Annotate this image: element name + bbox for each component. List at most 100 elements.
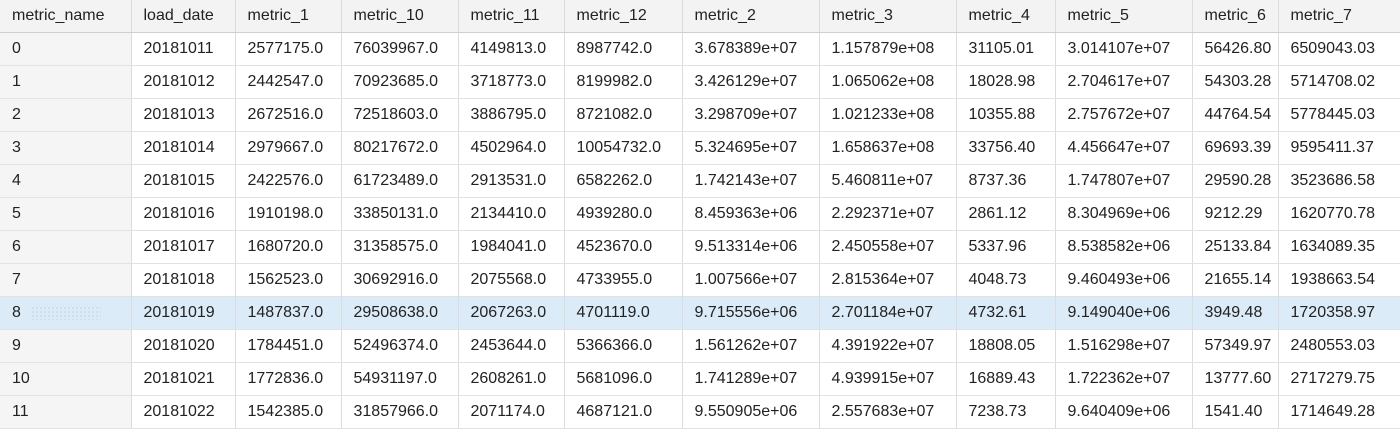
table-cell-metric-10[interactable]: 76039967.0 [341, 32, 459, 66]
table-cell-metric-7[interactable]: 9595411.37 [1278, 131, 1400, 165]
table-cell-metric-11[interactable]: 2608261.0 [458, 362, 565, 396]
table-cell-metric-2[interactable]: 3.426129e+07 [682, 65, 820, 99]
table-cell-metric-6[interactable]: 54303.28 [1192, 65, 1279, 99]
table-cell-metric-10[interactable]: 31857966.0 [341, 395, 459, 429]
table-cell-metric-4[interactable]: 7238.73 [956, 395, 1056, 429]
table-cell-metric-11[interactable]: 2453644.0 [458, 329, 565, 363]
row-index-cell[interactable]: 2 [0, 98, 132, 132]
table-cell-metric-11[interactable]: 1984041.0 [458, 230, 565, 264]
table-cell-metric-1[interactable]: 2979667.0 [235, 131, 342, 165]
table-cell-metric-2[interactable]: 8.459363e+06 [682, 197, 820, 231]
table-cell-metric-6[interactable]: 29590.28 [1192, 164, 1279, 198]
column-header-metric-name[interactable]: metric_name [0, 0, 132, 33]
table-row[interactable]: 1 20181012 2442547.0 70923685.0 3718773.0 819… [0, 65, 1400, 99]
table-cell-metric-5[interactable]: 9.640409e+06 [1055, 395, 1193, 429]
table-cell-metric-7[interactable]: 6509043.03 [1278, 32, 1400, 66]
column-header-metric-7[interactable]: metric_7 [1278, 0, 1400, 33]
table-cell-metric-6[interactable]: 44764.54 [1192, 98, 1279, 132]
table-cell-metric-6[interactable]: 1541.40 [1192, 395, 1279, 429]
table-cell-metric-10[interactable]: 33850131.0 [341, 197, 459, 231]
table-cell-metric-1[interactable]: 2577175.0 [235, 32, 342, 66]
table-cell-load-date[interactable]: 20181011 [131, 32, 236, 66]
table-cell-metric-3[interactable]: 2.450558e+07 [819, 230, 957, 264]
table-cell-metric-10[interactable]: 54931197.0 [341, 362, 459, 396]
table-cell-metric-4[interactable]: 4732.61 [956, 296, 1056, 330]
column-header-metric-1[interactable]: metric_1 [235, 0, 342, 33]
table-cell-metric-12[interactable]: 4701119.0 [564, 296, 683, 330]
table-cell-metric-12[interactable]: 8199982.0 [564, 65, 683, 99]
row-index-cell[interactable]: 1 [0, 65, 132, 99]
table-cell-metric-7[interactable]: 2480553.03 [1278, 329, 1400, 363]
table-cell-load-date[interactable]: 20181013 [131, 98, 236, 132]
table-cell-metric-12[interactable]: 8987742.0 [564, 32, 683, 66]
table-cell-metric-7[interactable]: 1634089.35 [1278, 230, 1400, 264]
row-index-cell[interactable]: 5 [0, 197, 132, 231]
table-cell-metric-5[interactable]: 3.014107e+07 [1055, 32, 1193, 66]
table-cell-metric-2[interactable]: 1.742143e+07 [682, 164, 820, 198]
column-header-metric-10[interactable]: metric_10 [341, 0, 459, 33]
table-cell-metric-12[interactable]: 4523670.0 [564, 230, 683, 264]
table-cell-metric-7[interactable]: 5714708.02 [1278, 65, 1400, 99]
row-index-cell[interactable]: 4 [0, 164, 132, 198]
column-header-metric-5[interactable]: metric_5 [1055, 0, 1193, 33]
table-cell-metric-3[interactable]: 2.815364e+07 [819, 263, 957, 297]
table-cell-metric-6[interactable]: 56426.80 [1192, 32, 1279, 66]
table-cell-metric-10[interactable]: 29508638.0 [341, 296, 459, 330]
table-cell-metric-12[interactable]: 5681096.0 [564, 362, 683, 396]
table-cell-load-date[interactable]: 20181019 [131, 296, 236, 330]
table-cell-metric-4[interactable]: 33756.40 [956, 131, 1056, 165]
table-row[interactable]: 5 20181016 1910198.0 33850131.0 2134410.0 493… [0, 197, 1400, 231]
column-header-metric-11[interactable]: metric_11 [458, 0, 565, 33]
table-cell-metric-5[interactable]: 1.516298e+07 [1055, 329, 1193, 363]
table-cell-metric-4[interactable]: 18808.05 [956, 329, 1056, 363]
table-cell-metric-3[interactable]: 2.292371e+07 [819, 197, 957, 231]
table-row[interactable]: 8 20181019 1487837.0 29508638.0 2067263.0 470… [0, 296, 1400, 330]
table-cell-metric-4[interactable]: 31105.01 [956, 32, 1056, 66]
table-cell-load-date[interactable]: 20181014 [131, 131, 236, 165]
table-cell-metric-11[interactable]: 3718773.0 [458, 65, 565, 99]
table-cell-metric-6[interactable]: 9212.29 [1192, 197, 1279, 231]
table-cell-metric-5[interactable]: 8.538582e+06 [1055, 230, 1193, 264]
table-cell-metric-10[interactable]: 52496374.0 [341, 329, 459, 363]
column-header-metric-3[interactable]: metric_3 [819, 0, 957, 33]
table-cell-metric-11[interactable]: 2067263.0 [458, 296, 565, 330]
table-cell-load-date[interactable]: 20181018 [131, 263, 236, 297]
column-header-metric-12[interactable]: metric_12 [564, 0, 683, 33]
row-index-cell[interactable]: 6 [0, 230, 132, 264]
table-cell-metric-10[interactable]: 31358575.0 [341, 230, 459, 264]
table-cell-metric-3[interactable]: 2.701184e+07 [819, 296, 957, 330]
table-cell-metric-2[interactable]: 5.324695e+07 [682, 131, 820, 165]
row-index-cell[interactable]: 9 [0, 329, 132, 363]
table-cell-metric-2[interactable]: 9.715556e+06 [682, 296, 820, 330]
column-header-metric-2[interactable]: metric_2 [682, 0, 820, 33]
table-cell-metric-2[interactable]: 1.007566e+07 [682, 263, 820, 297]
table-cell-metric-3[interactable]: 1.021233e+08 [819, 98, 957, 132]
table-cell-metric-7[interactable]: 1938663.54 [1278, 263, 1400, 297]
table-row[interactable]: 6 20181017 1680720.0 31358575.0 1984041.0 452… [0, 230, 1400, 264]
table-cell-metric-4[interactable]: 10355.88 [956, 98, 1056, 132]
table-cell-metric-7[interactable]: 5778445.03 [1278, 98, 1400, 132]
table-cell-metric-11[interactable]: 2134410.0 [458, 197, 565, 231]
table-cell-metric-12[interactable]: 4939280.0 [564, 197, 683, 231]
table-cell-metric-4[interactable]: 16889.43 [956, 362, 1056, 396]
table-cell-metric-12[interactable]: 10054732.0 [564, 131, 683, 165]
table-row[interactable]: 10 20181021 1772836.0 54931197.0 2608261.0 56… [0, 362, 1400, 396]
table-cell-metric-6[interactable]: 3949.48 [1192, 296, 1279, 330]
table-cell-metric-10[interactable]: 61723489.0 [341, 164, 459, 198]
table-cell-metric-7[interactable]: 1714649.28 [1278, 395, 1400, 429]
table-cell-metric-10[interactable]: 72518603.0 [341, 98, 459, 132]
table-cell-metric-12[interactable]: 5366366.0 [564, 329, 683, 363]
table-cell-load-date[interactable]: 20181016 [131, 197, 236, 231]
row-index-cell[interactable]: 0 [0, 32, 132, 66]
table-cell-metric-2[interactable]: 9.513314e+06 [682, 230, 820, 264]
table-cell-metric-1[interactable]: 1487837.0 [235, 296, 342, 330]
table-cell-metric-1[interactable]: 1562523.0 [235, 263, 342, 297]
row-index-cell[interactable]: 10 [0, 362, 132, 396]
table-cell-metric-6[interactable]: 69693.39 [1192, 131, 1279, 165]
table-cell-load-date[interactable]: 20181020 [131, 329, 236, 363]
table-row[interactable]: 0 20181011 2577175.0 76039967.0 4149813.0 898… [0, 32, 1400, 66]
table-row[interactable]: 3 20181014 2979667.0 80217672.0 4502964.0 100… [0, 131, 1400, 165]
table-cell-metric-4[interactable]: 18028.98 [956, 65, 1056, 99]
table-cell-metric-6[interactable]: 13777.60 [1192, 362, 1279, 396]
table-cell-load-date[interactable]: 20181021 [131, 362, 236, 396]
